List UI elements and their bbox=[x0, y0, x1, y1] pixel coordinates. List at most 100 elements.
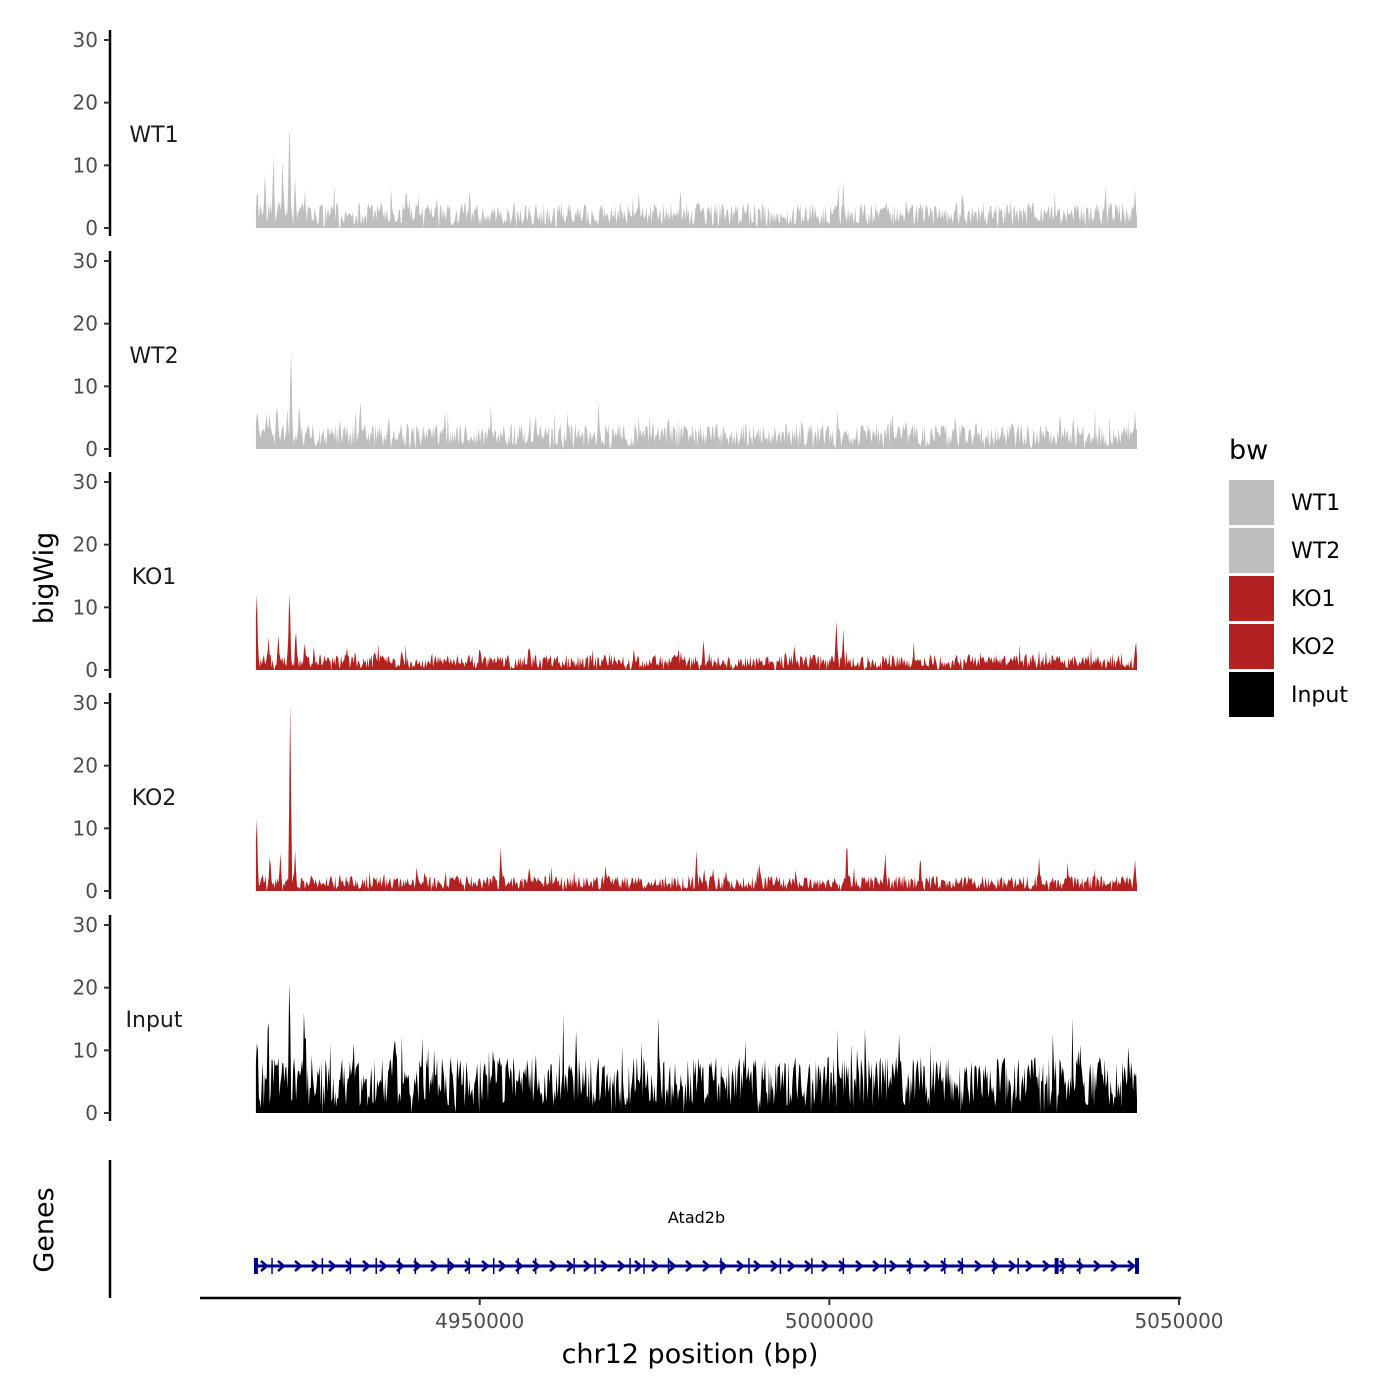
signal-area-ko2 bbox=[255, 703, 1137, 891]
legend-key-ko1 bbox=[1229, 576, 1274, 621]
strand-arrow bbox=[1059, 1260, 1068, 1272]
x-tick-label: 5050000 bbox=[1134, 1309, 1223, 1333]
exon bbox=[253, 1258, 258, 1274]
strand-arrow bbox=[1127, 1260, 1136, 1272]
legend-label-input: Input bbox=[1291, 683, 1348, 708]
strand-arrow bbox=[617, 1260, 626, 1272]
y-tick-label: 10 bbox=[73, 1038, 98, 1062]
strand-arrow bbox=[498, 1260, 507, 1272]
strand-arrow bbox=[889, 1260, 898, 1272]
strand-arrow bbox=[668, 1260, 677, 1272]
y-tick-label: 10 bbox=[73, 816, 98, 840]
signal-area-input bbox=[255, 983, 1137, 1113]
strand-arrow bbox=[804, 1260, 813, 1272]
x-axis-title: chr12 position (bp) bbox=[562, 1339, 819, 1370]
strand-arrow bbox=[923, 1260, 932, 1272]
y-tick-label: 30 bbox=[73, 470, 98, 494]
strand-arrow bbox=[872, 1260, 881, 1272]
strand-arrow bbox=[294, 1260, 303, 1272]
strand-arrow bbox=[940, 1260, 949, 1272]
y-tick-label: 0 bbox=[85, 879, 98, 903]
strand-arrow bbox=[719, 1260, 728, 1272]
y-tick-label: 10 bbox=[73, 595, 98, 619]
strand-arrow bbox=[1008, 1260, 1017, 1272]
gene-track: Atad2b bbox=[108, 1160, 1140, 1298]
exon bbox=[629, 1258, 631, 1274]
strand-arrow bbox=[583, 1260, 592, 1272]
track-input: 0 10 20 30 Input bbox=[73, 913, 1137, 1125]
exon bbox=[468, 1258, 470, 1274]
strand-arrow bbox=[957, 1260, 966, 1272]
legend-label-wt2: WT2 bbox=[1291, 539, 1340, 564]
strand-arrow bbox=[464, 1260, 473, 1272]
strand-arrow bbox=[481, 1260, 490, 1272]
exon bbox=[909, 1258, 911, 1274]
strand-arrow bbox=[736, 1260, 745, 1272]
exon bbox=[594, 1258, 596, 1274]
strand-arrow bbox=[1110, 1260, 1119, 1272]
exon bbox=[321, 1258, 324, 1274]
legend-key-wt2 bbox=[1229, 528, 1274, 573]
exon bbox=[1062, 1258, 1064, 1274]
track-label-input: Input bbox=[126, 1008, 183, 1033]
y-tick-label: 10 bbox=[73, 374, 98, 398]
signal-area-wt2 bbox=[255, 352, 1137, 449]
strand-arrow bbox=[685, 1260, 694, 1272]
track-label-ko2: KO2 bbox=[132, 786, 177, 811]
track-label-wt1: WT1 bbox=[129, 123, 178, 148]
exon bbox=[1054, 1258, 1059, 1274]
legend: bw WT1 WT2 KO1 KO2 Input bbox=[1229, 435, 1348, 717]
exon bbox=[517, 1258, 519, 1274]
signal-area-wt1 bbox=[255, 126, 1137, 228]
legend-key-input bbox=[1229, 672, 1274, 717]
strand-arrow bbox=[311, 1260, 320, 1272]
x-tick-label: 4950000 bbox=[435, 1309, 524, 1333]
track-ko2: 0 10 20 30 KO2 bbox=[73, 691, 1137, 903]
gene-label: Atad2b bbox=[668, 1208, 725, 1227]
y-tick-label: 20 bbox=[73, 754, 98, 778]
y-tick-label: 30 bbox=[73, 28, 98, 52]
y-tick-label: 0 bbox=[85, 216, 98, 240]
strand-arrow bbox=[600, 1260, 609, 1272]
gene-atad2b: Atad2b bbox=[253, 1208, 1140, 1274]
exon bbox=[943, 1258, 946, 1274]
legend-key-ko2 bbox=[1229, 624, 1274, 669]
strand-arrow bbox=[787, 1260, 796, 1272]
strand-arrow bbox=[549, 1260, 558, 1272]
legend-title: bw bbox=[1229, 435, 1268, 466]
exon bbox=[842, 1258, 845, 1274]
strand-arrow bbox=[379, 1260, 388, 1272]
track-wt1: 0 10 20 30 WT1 bbox=[73, 28, 1137, 240]
y-tick-label: 0 bbox=[85, 1101, 98, 1125]
strand-arrow bbox=[566, 1260, 575, 1272]
x-axis: 4950000 5000000 5050000 bbox=[200, 1296, 1224, 1333]
y-tick-label: 10 bbox=[73, 153, 98, 177]
exon bbox=[534, 1258, 537, 1274]
track-label-ko1: KO1 bbox=[132, 565, 177, 590]
exon bbox=[398, 1258, 401, 1274]
x-tick-label: 5000000 bbox=[785, 1309, 874, 1333]
exon bbox=[961, 1258, 963, 1274]
y-tick-label: 30 bbox=[73, 913, 98, 937]
strand-arrow bbox=[1025, 1260, 1034, 1272]
y-tick-label: 20 bbox=[73, 976, 98, 1000]
exon bbox=[720, 1258, 722, 1274]
strand-arrow bbox=[447, 1260, 456, 1272]
legend-label-ko2: KO2 bbox=[1291, 635, 1336, 660]
strand-arrow bbox=[260, 1260, 269, 1272]
exon bbox=[573, 1258, 575, 1274]
track-label-wt2: WT2 bbox=[129, 344, 178, 369]
strand-arrow bbox=[821, 1260, 830, 1272]
exon bbox=[1135, 1258, 1140, 1274]
exon bbox=[1078, 1258, 1081, 1274]
exon bbox=[349, 1258, 352, 1274]
signal-area-ko1 bbox=[255, 594, 1137, 670]
tracks-layer: 0 10 20 30 WT1 0 10 20 30 WT2 0 10 20 30 KO1 0 10 20 30 KO2… bbox=[73, 28, 1137, 1125]
y-tick-label: 20 bbox=[73, 91, 98, 115]
y-axis-title: bigWig bbox=[29, 532, 60, 625]
exon bbox=[447, 1258, 449, 1274]
exon bbox=[667, 1258, 670, 1274]
legend-key-wt1 bbox=[1229, 480, 1274, 525]
strand-arrow bbox=[753, 1260, 762, 1272]
